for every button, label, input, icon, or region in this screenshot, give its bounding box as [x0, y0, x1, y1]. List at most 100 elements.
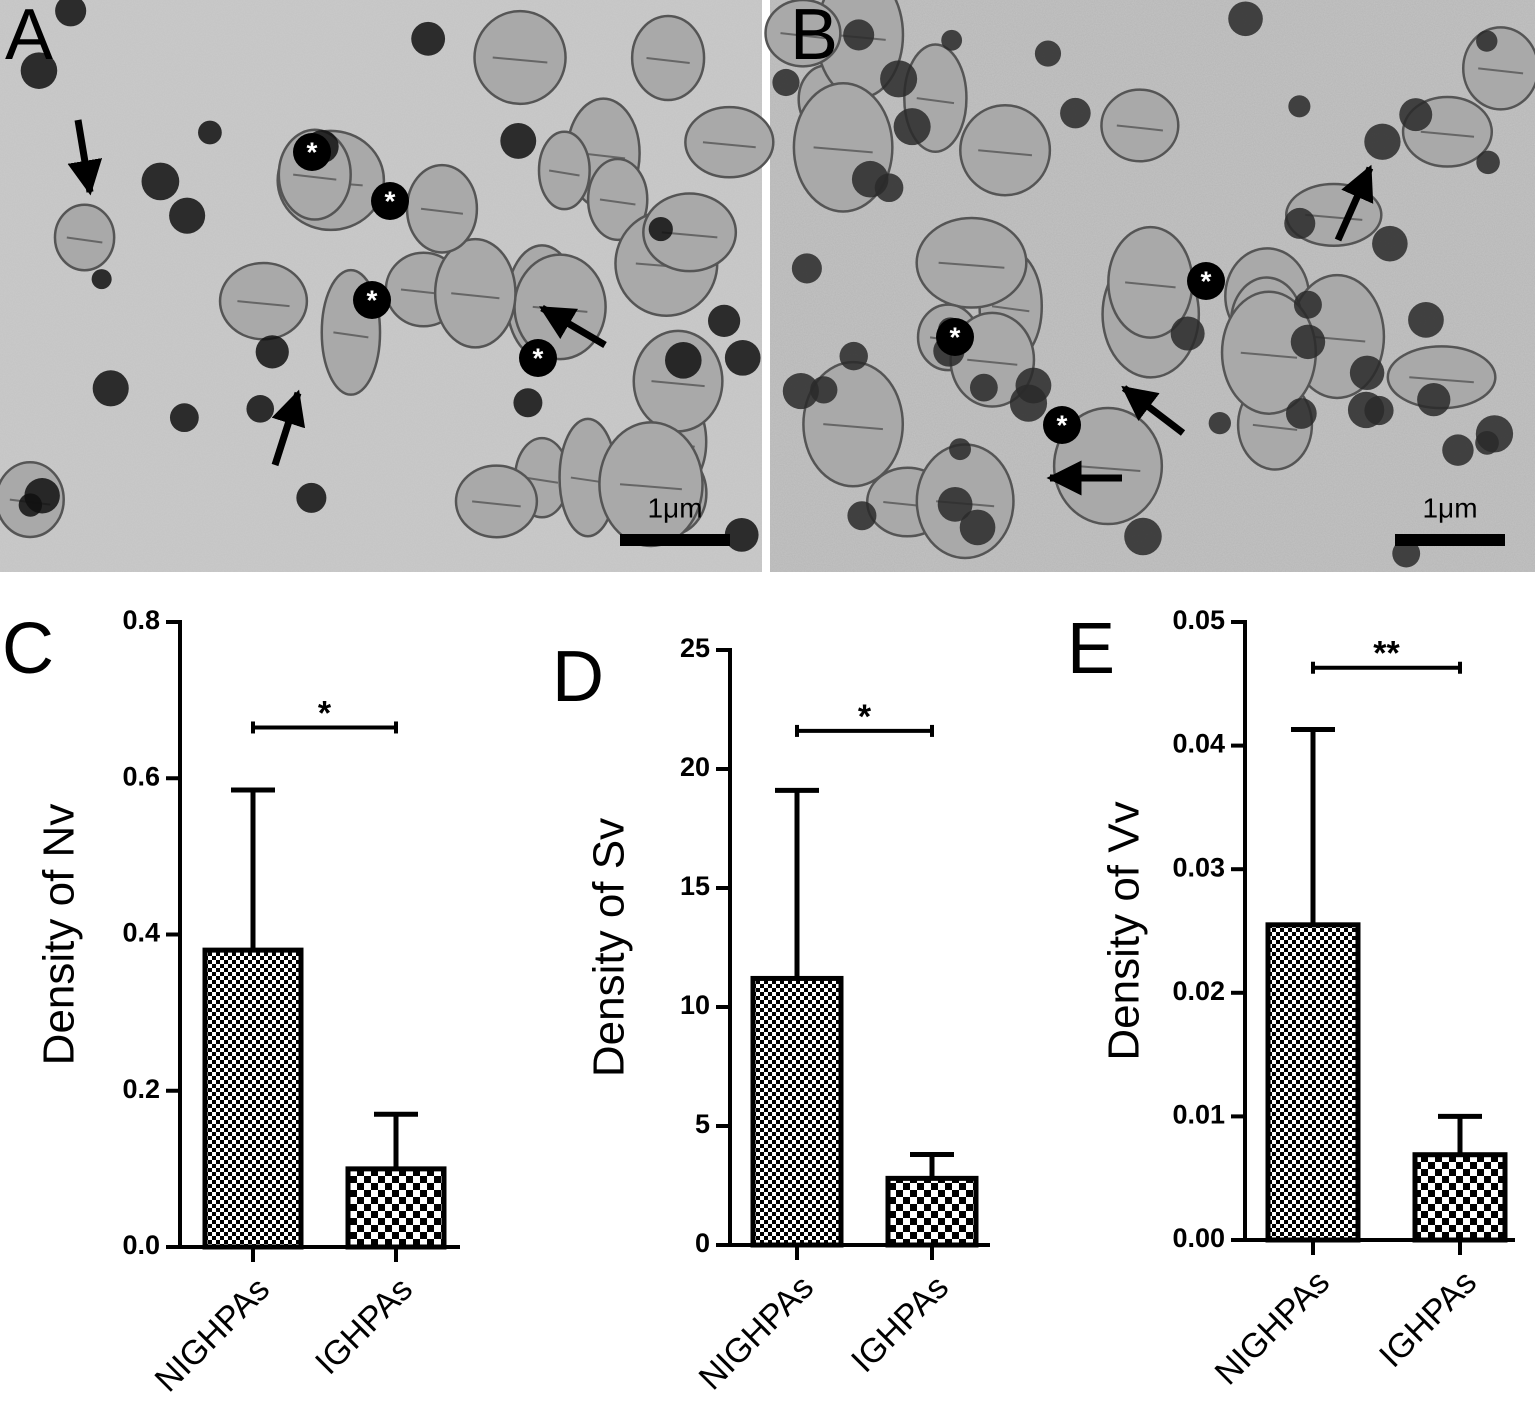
crista [1116, 124, 1164, 132]
crista [646, 56, 690, 64]
y-tick-label: 0.4 [122, 918, 160, 948]
mitochondrion [1100, 88, 1180, 163]
granule [293, 133, 331, 171]
crista [1240, 351, 1298, 359]
granule [791, 253, 822, 284]
panel-label: C [2, 609, 54, 689]
arrow [1334, 164, 1374, 242]
x-tick-label: IGHPAs [308, 1270, 420, 1382]
granule [1170, 316, 1205, 351]
mitochondrion [915, 216, 1028, 309]
granule [513, 388, 543, 418]
granule [1187, 262, 1225, 300]
scale-bar [620, 534, 730, 546]
mitochondrion [586, 157, 649, 242]
crista [1478, 67, 1524, 75]
y-tick-label: 15 [680, 871, 710, 901]
micrograph-marker: * [385, 185, 396, 216]
crista [967, 358, 1018, 366]
granule [941, 29, 963, 51]
micrograph-marker: * [367, 284, 378, 315]
granule [1476, 30, 1498, 52]
granule [1060, 97, 1091, 129]
y-tick-label: 0.01 [1172, 1100, 1225, 1130]
x-tick-label: NIGHPAs [692, 1268, 821, 1397]
crista [1252, 423, 1298, 431]
granule [724, 339, 761, 376]
granule [198, 120, 222, 145]
x-tick-label: NIGHPAs [148, 1270, 277, 1399]
mitochondrion [405, 163, 479, 254]
scale-bar-label: 1μm [647, 492, 702, 523]
granule [1124, 517, 1162, 556]
crista [581, 152, 626, 160]
mitochondrion [684, 105, 775, 179]
bar [1412, 1152, 1508, 1243]
crista [991, 305, 1030, 313]
granule [893, 108, 931, 146]
y-tick-label: 5 [695, 1109, 710, 1139]
crista [1125, 281, 1176, 289]
granule [1476, 150, 1500, 175]
crista [702, 141, 756, 149]
panel-label: B [790, 0, 838, 75]
granule [1285, 398, 1317, 429]
bar [750, 975, 844, 1248]
granule [92, 370, 129, 407]
crista [619, 483, 682, 491]
micrographs: * * * * * * * A 1μm B 1μm [0, 0, 1535, 572]
granule [353, 281, 391, 319]
significance-label: * [318, 694, 332, 732]
granule [665, 342, 702, 379]
granule [1034, 40, 1062, 67]
granule [20, 52, 58, 89]
granule [1043, 406, 1081, 444]
granule [169, 197, 206, 234]
granule [772, 68, 800, 97]
granule [1475, 415, 1514, 453]
crista [451, 292, 500, 300]
y-tick-label: 0.6 [122, 761, 160, 791]
crista [916, 97, 955, 105]
y-tick-label: 0.02 [1172, 976, 1225, 1006]
y-tick-label: 20 [680, 752, 710, 782]
y-tick-label: 0.04 [1172, 729, 1225, 759]
crista [651, 380, 705, 388]
granule [949, 438, 971, 461]
crista [1420, 130, 1475, 138]
granule [874, 173, 904, 203]
y-tick-label: 0.0 [122, 1230, 160, 1260]
bar [1265, 922, 1361, 1243]
panel-label: A [5, 0, 53, 75]
x-tick-label: NIGHPAs [1208, 1263, 1337, 1392]
mitochondrion [1461, 26, 1535, 111]
crista [813, 146, 873, 154]
granule [936, 318, 974, 356]
granule [1288, 95, 1311, 118]
crista [1305, 213, 1363, 221]
granule [1392, 539, 1421, 568]
granule [1399, 98, 1433, 132]
crista [333, 331, 369, 339]
micrograph-marker: * [1201, 265, 1212, 296]
granule [724, 517, 759, 552]
crista [1409, 376, 1474, 384]
granule [24, 477, 60, 514]
granule [1364, 395, 1394, 426]
granule [1364, 123, 1401, 160]
crista [472, 500, 521, 508]
granule [937, 486, 973, 522]
granule [1009, 384, 1048, 422]
granule [1228, 1, 1263, 37]
granule [969, 373, 998, 402]
y-tick-label: 0.03 [1172, 852, 1225, 882]
micrograph-marker: * [1057, 409, 1068, 440]
y-axis-label: Density of Vv [1100, 801, 1149, 1060]
granule [1372, 225, 1408, 262]
granule [141, 162, 180, 201]
y-tick-label: 0 [695, 1228, 710, 1258]
granule [648, 216, 673, 242]
granule [1293, 290, 1322, 319]
panel-label: E [1067, 609, 1115, 689]
